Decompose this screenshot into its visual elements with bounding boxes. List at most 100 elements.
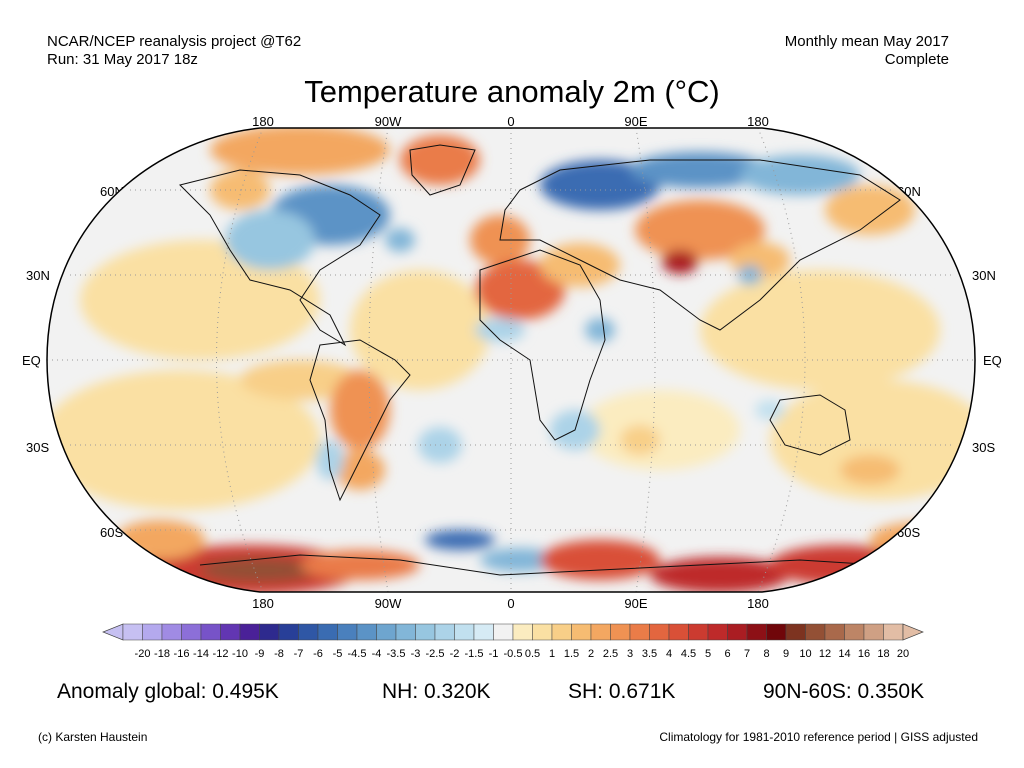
colorbar-swatch bbox=[337, 623, 358, 641]
colorbar-tick-label: 16 bbox=[857, 648, 871, 660]
colorbar-swatch bbox=[181, 623, 202, 641]
stat-sh-anomaly: SH: 0.671K bbox=[568, 680, 676, 703]
colorbar-tick-label: 4.5 bbox=[680, 648, 697, 660]
colorbar-swatch bbox=[824, 623, 845, 641]
colorbar-swatch bbox=[473, 623, 494, 641]
colorbar-tick-label: -2.5 bbox=[425, 648, 445, 660]
colorbar-tick-label: -12 bbox=[212, 648, 229, 660]
colorbar-tick-label: 9 bbox=[782, 648, 790, 660]
colorbar-swatch bbox=[278, 623, 299, 641]
colorbar-swatch bbox=[356, 623, 377, 641]
colorbar-tick-label: -1.5 bbox=[464, 648, 484, 660]
colorbar-tick-label: 20 bbox=[896, 648, 910, 660]
lat-label-left-30n: 30N bbox=[26, 268, 50, 283]
colorbar-tick-label: -9 bbox=[254, 648, 265, 660]
colorbar-tick-label: 1.5 bbox=[563, 648, 580, 660]
colorbar-tick-label: -10 bbox=[232, 648, 248, 660]
lat-label-left-30s: 30S bbox=[26, 440, 50, 455]
colorbar-tick-label: 4 bbox=[665, 648, 673, 660]
lon-label-bottom-0: 0 bbox=[507, 596, 515, 611]
colorbar-swatch bbox=[571, 623, 592, 641]
climatology-note: Climatology for 1981-2010 reference peri… bbox=[659, 730, 978, 744]
colorbar-swatch bbox=[590, 623, 611, 641]
colorbar-swatch bbox=[200, 623, 221, 641]
colorbar-swatch bbox=[883, 623, 904, 641]
colorbar-tick-label: 6 bbox=[724, 648, 731, 660]
colorbar-tick-label: -14 bbox=[193, 648, 209, 660]
colorbar-swatch bbox=[532, 623, 553, 641]
colorbar-tick-label: -16 bbox=[173, 648, 190, 660]
colorbar-swatch bbox=[785, 623, 806, 641]
colorbar-swatch bbox=[610, 623, 631, 641]
colorbar-swatch bbox=[239, 623, 260, 641]
stat-polar-anomaly: 90N-60S: 0.350K bbox=[763, 680, 925, 703]
colorbar-tick-label: 1 bbox=[548, 648, 556, 660]
colorbar-tick-label: 2 bbox=[587, 648, 595, 660]
lon-label-top-90w: 90W bbox=[374, 114, 402, 129]
colorbar-tick-label: 0.5 bbox=[524, 648, 541, 660]
colorbar-tick-label: 3 bbox=[626, 648, 634, 660]
colorbar-swatch bbox=[298, 623, 319, 641]
lon-label-top-180e: 180 bbox=[747, 114, 769, 129]
period-line-2: Complete bbox=[884, 51, 949, 68]
colorbar-tick-label: -8 bbox=[274, 648, 284, 660]
colorbar-swatch bbox=[142, 623, 163, 641]
colorbar-swatch bbox=[220, 623, 241, 641]
colorbar-swatch bbox=[376, 623, 397, 641]
colorbar-swatch bbox=[863, 623, 884, 641]
colorbar-swatch bbox=[668, 623, 689, 641]
lon-label-bottom-180w: 180 bbox=[252, 596, 274, 611]
colorbar-swatch bbox=[317, 623, 338, 641]
colorbar-tick-label: -4 bbox=[371, 648, 382, 660]
colorbar-tick-label: -5 bbox=[332, 648, 343, 660]
colorbar-tick-label: -18 bbox=[154, 648, 170, 660]
colorbar-tick-label: -4.5 bbox=[347, 648, 367, 660]
credit-text: (c) Karsten Haustein bbox=[38, 730, 148, 744]
colorbar-swatch bbox=[707, 623, 728, 641]
colorbar-tick-label: 14 bbox=[838, 648, 851, 660]
lon-label-bottom-90w: 90W bbox=[374, 596, 402, 611]
colorbar-tick-label: 2.5 bbox=[602, 648, 619, 660]
lon-label-top-0: 0 bbox=[507, 114, 515, 129]
colorbar-tick-label: 8 bbox=[763, 648, 770, 660]
colorbar-swatch bbox=[766, 623, 787, 641]
colorbar-tick-label: 12 bbox=[818, 648, 832, 660]
colorbar-tick-label: -7 bbox=[293, 648, 304, 660]
lon-label-top-180w: 180 bbox=[252, 114, 274, 129]
lat-label-left-60s: 60S bbox=[100, 525, 124, 540]
colorbar-swatch bbox=[415, 623, 436, 641]
colorbar-swatch bbox=[512, 623, 533, 641]
colorbar-arrow-high bbox=[902, 623, 924, 641]
coastlines bbox=[179, 144, 901, 576]
colorbar-swatch bbox=[551, 623, 572, 641]
source-line-1: NCAR/NCEP reanalysis project @T62 bbox=[47, 33, 302, 50]
colorbar-swatch bbox=[259, 623, 280, 641]
stat-nh-anomaly: NH: 0.320K bbox=[382, 680, 491, 703]
colorbar-swatch bbox=[122, 623, 143, 641]
colorbar-swatch bbox=[395, 623, 416, 641]
colorbar-swatch bbox=[805, 623, 826, 641]
colorbar-swatch bbox=[727, 623, 748, 641]
colorbar-tick-label: 18 bbox=[877, 648, 890, 660]
colorbar-tick-label: -0.5 bbox=[503, 648, 523, 660]
colorbar-swatch bbox=[161, 623, 182, 641]
colorbar-tick-label: 3.5 bbox=[641, 648, 658, 660]
colorbar-swatch bbox=[649, 623, 670, 641]
colorbar-tick-label: -3 bbox=[410, 648, 421, 660]
map-field bbox=[47, 128, 975, 592]
colorbar-swatch bbox=[454, 623, 475, 641]
colorbar-tick-label: -2 bbox=[449, 648, 460, 660]
lat-label-left-eq: EQ bbox=[22, 353, 41, 368]
stat-global-anomaly: Anomaly global: 0.495K bbox=[57, 680, 279, 703]
lon-label-bottom-180e: 180 bbox=[747, 596, 769, 611]
period-line-1: Monthly mean May 2017 bbox=[784, 33, 949, 50]
anomaly-shading bbox=[47, 128, 975, 592]
colorbar-swatch bbox=[746, 623, 767, 641]
colorbar-tick-label: -20 bbox=[134, 648, 151, 660]
lat-label-right-eq: EQ bbox=[983, 353, 1002, 368]
map-title: Temperature anomaly 2m (°C) bbox=[304, 74, 720, 109]
colorbar-arrow-low bbox=[102, 623, 124, 641]
colorbar-swatch bbox=[434, 623, 455, 641]
